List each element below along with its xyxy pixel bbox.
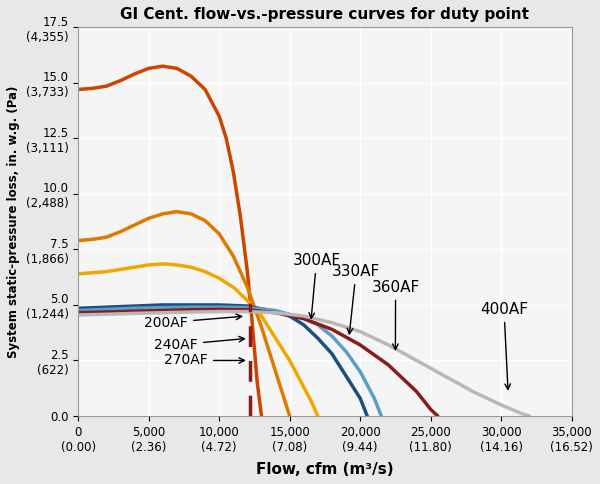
X-axis label: Flow, cfm (m³/s): Flow, cfm (m³/s)	[256, 462, 394, 477]
Text: 330AF: 330AF	[332, 264, 380, 334]
Title: GI Cent. flow-vs.-pressure curves for duty point: GI Cent. flow-vs.-pressure curves for du…	[121, 7, 529, 22]
Y-axis label: System static-pressure loss, in. w.g. (Pa): System static-pressure loss, in. w.g. (P…	[7, 86, 20, 358]
Text: 240AF: 240AF	[154, 336, 244, 352]
Text: 270AF: 270AF	[164, 353, 244, 367]
Text: 400AF: 400AF	[480, 302, 528, 390]
Text: 360AF: 360AF	[371, 280, 419, 349]
Text: 300AF: 300AF	[292, 253, 341, 318]
Text: 200AF: 200AF	[145, 314, 242, 330]
